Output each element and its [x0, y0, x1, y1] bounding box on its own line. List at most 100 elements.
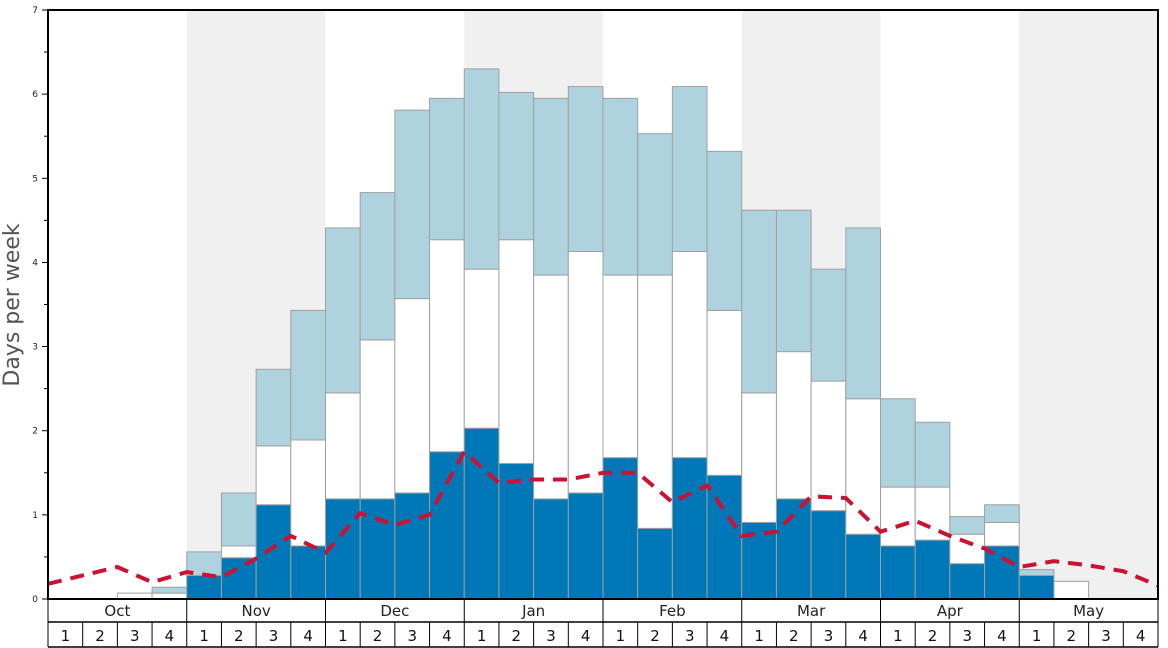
bar-dark-22: [810, 510, 847, 600]
y-tick-label: 1: [32, 511, 38, 521]
week-label: 1: [754, 627, 764, 645]
y-axis-label: Days per week: [0, 223, 25, 386]
bar-white-21: [775, 351, 812, 500]
bar-light-18: [671, 86, 708, 252]
week-label: 1: [1032, 627, 1042, 645]
bar-dark-14: [533, 498, 569, 600]
bar-dark-26: [949, 563, 986, 600]
bar-white-11: [429, 239, 465, 453]
bar-dark-23: [845, 533, 881, 600]
week-label: 4: [442, 627, 452, 645]
month-label-nov: Nov: [241, 602, 270, 620]
bar-light-12: [463, 68, 500, 270]
bar-light-10: [394, 109, 431, 300]
bar-light-24: [880, 398, 916, 488]
bar-white-29: [1053, 580, 1090, 600]
bar-white-26: [949, 533, 986, 565]
y-tick-label: 7: [32, 6, 38, 16]
bar-white-17: [637, 274, 673, 529]
month-shade-may: [1019, 10, 1158, 599]
bar-white-18: [671, 250, 708, 459]
bar-light-14: [533, 97, 569, 276]
week-label: 1: [61, 627, 71, 645]
bar-white-5: [220, 545, 257, 559]
week-label: 1: [338, 627, 348, 645]
y-tick-label: 6: [32, 90, 38, 100]
week-label: 4: [165, 627, 175, 645]
week-label: 1: [199, 627, 209, 645]
bar-light-19: [706, 150, 743, 311]
bar-white-7: [290, 439, 326, 547]
bar-dark-17: [637, 527, 673, 600]
month-label-oct: Oct: [104, 602, 130, 620]
week-label: 4: [581, 627, 591, 645]
y-tick-label: 2: [32, 427, 38, 437]
week-label: 2: [512, 627, 522, 645]
month-label-jan: Jan: [521, 602, 545, 620]
week-label: 2: [373, 627, 383, 645]
month-label-may: May: [1073, 602, 1104, 620]
week-label: 3: [962, 627, 972, 645]
dashed-trend-line: [47, 448, 1159, 588]
bar-dark-25: [914, 539, 951, 600]
bar-dark-11: [429, 451, 465, 600]
bar-white-20: [741, 392, 777, 523]
bar-dark-10: [394, 492, 431, 600]
week-label: 3: [407, 627, 417, 645]
bar-light-28: [1018, 569, 1055, 576]
month-label-mar: Mar: [797, 602, 826, 620]
bar-white-16: [602, 274, 639, 459]
week-label: 1: [893, 627, 903, 645]
bar-white-12: [463, 268, 500, 429]
bar-white-15: [567, 250, 604, 494]
bar-light-6: [255, 368, 292, 447]
week-label: 2: [1067, 627, 1077, 645]
week-label: 2: [95, 627, 105, 645]
bar-light-8: [325, 227, 361, 394]
week-label: 2: [650, 627, 660, 645]
y-tick-label: 3: [32, 343, 38, 353]
bar-white-8: [325, 392, 361, 500]
bar-white-9: [359, 339, 396, 500]
week-label: 3: [1101, 627, 1111, 645]
bar-dark-12: [463, 427, 500, 600]
week-label: 4: [720, 627, 730, 645]
week-label: 2: [928, 627, 938, 645]
week-label: 4: [303, 627, 313, 645]
y-tick-label: 0: [32, 595, 38, 605]
bar-dark-4: [186, 574, 222, 600]
week-label: 4: [858, 627, 868, 645]
bar-white-27: [984, 521, 1020, 547]
bar-dark-21: [775, 498, 812, 600]
bar-dark-6: [255, 504, 292, 600]
bar-dark-5: [220, 557, 257, 600]
bar-white-10: [394, 298, 431, 494]
bar-white-24: [880, 486, 916, 547]
week-label: 3: [546, 627, 556, 645]
week-label: 3: [130, 627, 140, 645]
bar-white-6: [255, 445, 292, 506]
week-label: 1: [616, 627, 626, 645]
bar-white-22: [810, 380, 847, 512]
month-label-feb: Feb: [659, 602, 686, 620]
week-label: 4: [997, 627, 1007, 645]
month-label-apr: Apr: [937, 602, 964, 620]
week-label: 2: [789, 627, 799, 645]
week-label: 1: [477, 627, 487, 645]
bar-dark-28: [1018, 574, 1055, 600]
bar-light-7: [290, 309, 326, 441]
y-tick-label: 4: [32, 258, 38, 268]
bar-light-3: [151, 586, 188, 594]
week-label: 2: [234, 627, 244, 645]
y-tick-label: 5: [32, 174, 38, 184]
month-label-dec: Dec: [380, 602, 409, 620]
bar-light-27: [984, 504, 1020, 523]
bar-light-5: [220, 492, 257, 547]
bar-dark-7: [290, 545, 326, 600]
bar-dark-19: [706, 474, 743, 600]
week-label: 3: [824, 627, 834, 645]
bar-light-20: [741, 209, 777, 394]
y-ticks: 0 1 2 3 4 5 6 7: [32, 6, 48, 605]
bar-light-13: [498, 91, 535, 241]
